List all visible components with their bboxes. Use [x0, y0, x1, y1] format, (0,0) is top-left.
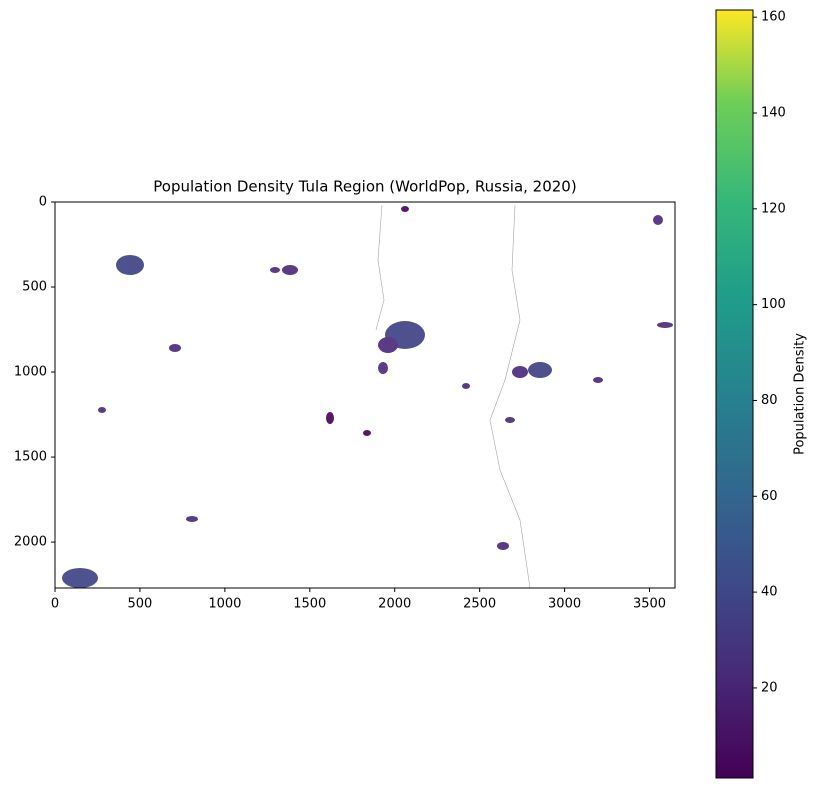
x-tick-label: 2500: [463, 597, 496, 612]
x-tick-label: 1500: [293, 597, 326, 612]
colorbar-tick-label: 120: [761, 201, 786, 216]
colorbar-tick-label: 80: [761, 393, 778, 408]
y-tick-label: 1500: [14, 450, 47, 465]
axes-frame: [54, 201, 676, 589]
colorbar-tick-label: 40: [761, 585, 778, 600]
colorbar-tick-label: 20: [761, 680, 778, 695]
chart-title: Population Density Tula Region (WorldPop…: [153, 178, 576, 196]
x-tick-label: 1000: [208, 597, 241, 612]
colorbar: [715, 9, 754, 779]
colorbar-tick-label: 140: [761, 106, 786, 121]
x-tick-label: 500: [128, 597, 153, 612]
x-tick-label: 2000: [378, 597, 411, 612]
colorbar-tick-label: 60: [761, 489, 778, 504]
x-tick-label: 3000: [548, 597, 581, 612]
y-tick-label: 1000: [14, 365, 47, 380]
x-tick-label: 0: [51, 597, 59, 612]
x-tick-label: 3500: [633, 597, 666, 612]
y-tick-label: 0: [39, 195, 47, 210]
colorbar-tick-label: 100: [761, 297, 786, 312]
y-tick-label: 2000: [14, 535, 47, 550]
colorbar-label: Population Density: [793, 333, 808, 455]
y-tick-label: 500: [22, 280, 47, 295]
raster: [62, 204, 673, 588]
colorbar-tick-label: 160: [761, 10, 786, 25]
